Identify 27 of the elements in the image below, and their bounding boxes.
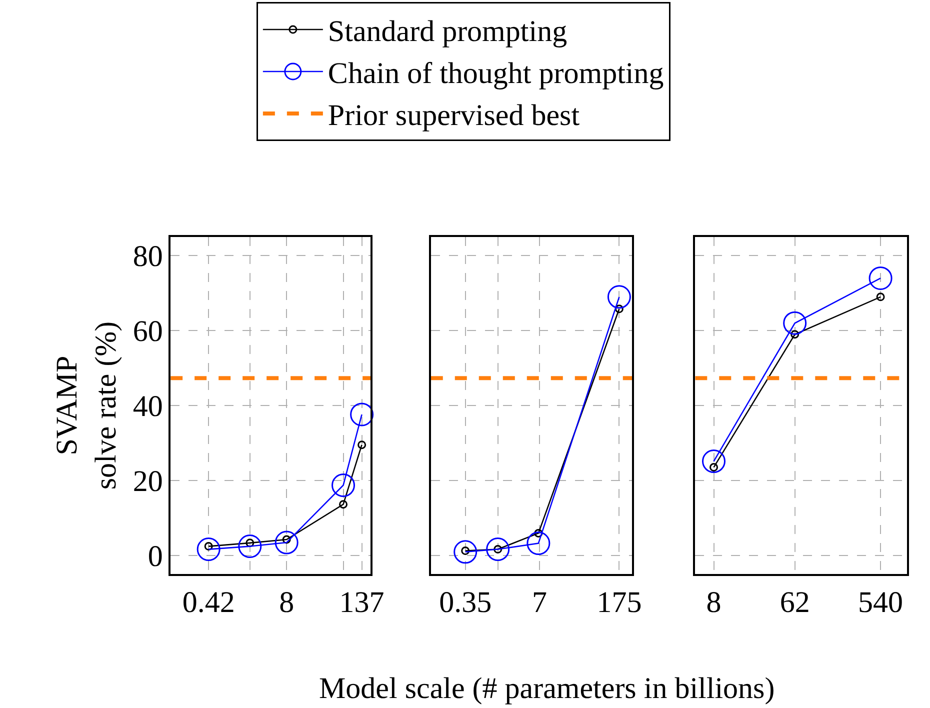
- y-tick-label: 0: [148, 540, 163, 573]
- legend-label: Prior supervised best: [328, 99, 580, 132]
- x-tick-label: 8: [706, 586, 722, 619]
- x-tick-label: 0.42: [182, 586, 235, 619]
- legend-label: Chain of thought prompting: [328, 57, 664, 90]
- x-tick-label: 8: [279, 586, 294, 619]
- y-axis-title: SVAMP solve rate (%): [50, 321, 122, 490]
- x-axis-title: Model scale (# parameters in billions): [319, 672, 775, 705]
- point: [196, 538, 220, 562]
- x-tick-label: 175: [596, 586, 642, 619]
- y-tick-label: 40: [132, 390, 163, 423]
- x-tick-label: 137: [339, 586, 384, 619]
- point: [710, 463, 718, 472]
- point: [876, 292, 885, 302]
- point: [868, 266, 892, 290]
- point: [274, 530, 298, 554]
- x-tick-label: 62: [780, 586, 810, 619]
- legend-label: Standard prompting: [328, 15, 568, 48]
- x-tick-label: 7: [532, 586, 548, 619]
- y-tick-label: 80: [132, 240, 163, 274]
- x-tick-label: 0.35: [439, 586, 492, 619]
- y-tick-label: 60: [132, 315, 163, 348]
- point: [358, 440, 366, 450]
- point: [702, 450, 726, 474]
- point: [350, 402, 374, 426]
- x-tick-label: 540: [858, 586, 904, 619]
- y-tick-label: 20: [132, 464, 163, 498]
